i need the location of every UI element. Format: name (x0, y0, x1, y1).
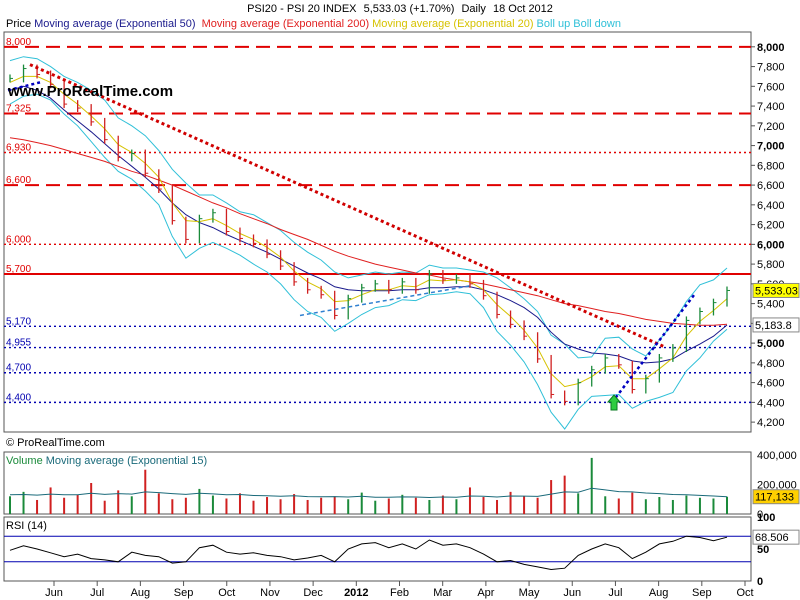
x-tick-label: Oct (218, 587, 235, 599)
x-tick-label: Aug (131, 587, 151, 599)
x-tick-label: Sep (174, 587, 194, 599)
chart-header: PSI20 - PSI 20 INDEX 5,533.03 (+1.70%) D… (0, 3, 800, 15)
level-label: 4,700 (6, 363, 31, 374)
ema50-line (9, 85, 728, 364)
watermark-text: www.ProRealTime.com (7, 83, 173, 100)
volume-tick-label: 200,000 (757, 479, 797, 491)
legend-ema200: Moving average (Exponential 200) (201, 18, 370, 30)
volume-tick-label: 0 (757, 509, 763, 521)
downtrend-line (29, 63, 666, 349)
chart-symbol: PSI20 - PSI 20 INDEX (247, 3, 357, 15)
x-tick-label: Nov (260, 587, 280, 599)
level-label: 5,170 (6, 316, 31, 327)
price-tick-label: 7,400 (757, 101, 785, 113)
chart-date: 18 Oct 2012 (492, 3, 553, 15)
ema200-line (9, 137, 728, 326)
legend-volume: Volume (6, 455, 43, 467)
ema20-line (9, 75, 728, 388)
x-tick-label: Aug (649, 587, 669, 599)
x-tick-label: Feb (390, 587, 409, 599)
price-legend: Price Moving average (Exponential 50) Mov… (6, 18, 624, 30)
volume-badge: 117,133 (755, 492, 794, 504)
rsi-tick-label: 0 (757, 576, 763, 588)
volume-panel-frame (3, 451, 752, 515)
x-tick-label: Jun (45, 587, 63, 599)
rsi-panel-frame (3, 516, 752, 582)
price-tick-label: 8,000 (757, 42, 785, 54)
rsi-tick-label: 50 (757, 544, 769, 556)
price-tick-label: 4,200 (757, 417, 785, 429)
x-tick-label: Apr (477, 587, 494, 599)
price-tick-label: 4,600 (757, 378, 785, 390)
level-label: 4,955 (6, 338, 31, 349)
price-tick-label: 6,200 (757, 220, 785, 232)
x-tick-label: Sep (692, 587, 712, 599)
volume-badge-bg (752, 489, 800, 505)
level-label: 5,700 (6, 264, 31, 275)
level-label: 6,000 (6, 234, 31, 245)
price-panel-frame (3, 31, 752, 433)
legend-ema20: Moving average (Exponential 20) (372, 18, 534, 30)
level-label: 4,400 (6, 392, 31, 403)
level-label: 6,930 (6, 142, 31, 153)
legend-volume-ma: Moving average (Exponential 15) (45, 455, 208, 467)
rsi-tick-label: 100 (757, 512, 775, 524)
rsi-badge: 68.506 (755, 532, 789, 544)
uptrend-line (611, 292, 696, 404)
level-label: 7,325 (6, 103, 31, 114)
volume-legend: Volume Moving average (Exponential 15) (6, 455, 207, 467)
channel-line (299, 285, 471, 317)
price-tick-label: 7,200 (757, 121, 785, 133)
legend-boll: Boll up Boll down (536, 18, 621, 30)
price-tick-label: 4,800 (757, 358, 785, 370)
x-tick-label: May (519, 587, 540, 599)
price-tick-label: 4,400 (757, 397, 785, 409)
price-tick-label: 5,800 (757, 259, 785, 271)
price-tick-label: 5,000 (757, 338, 785, 350)
x-tick-label: Mar (433, 587, 452, 599)
legend-price: Price (6, 18, 32, 30)
rsi-legend: RSI (14) (6, 520, 47, 532)
buy-arrow-icon (606, 394, 622, 411)
level-label: 6,600 (6, 175, 31, 186)
price-tick-label: 6,400 (757, 200, 785, 212)
price-tick-label: 7,600 (757, 81, 785, 93)
x-tick-label: Dec (303, 587, 323, 599)
boll-up-line (9, 56, 728, 359)
level-label: 8,000 (6, 37, 31, 48)
x-tick-label: Jul (90, 587, 104, 599)
boll-down-line (9, 93, 728, 430)
rsi-line (9, 535, 728, 571)
ema-price-badge: 5,183.8 (755, 320, 792, 332)
chart-quote: 5,533.03 (+1.70%) (363, 3, 455, 15)
price-tick-label: 7,800 (757, 62, 785, 74)
price-tick-label: 5,400 (757, 299, 785, 311)
chart-period: Daily (461, 3, 486, 15)
price-tick-label: 7,000 (757, 141, 785, 153)
last-price-badge-bg (752, 282, 800, 298)
ema-price-badge-bg (752, 317, 800, 333)
volume-tick-label: 400,000 (757, 450, 797, 462)
price-tick-label: 6,000 (757, 239, 785, 251)
x-tick-label: Jul (608, 587, 622, 599)
price-tick-label: 6,600 (757, 180, 785, 192)
legend-ema50: Moving average (Exponential 50) (34, 18, 196, 30)
x-tick-label: 2012 (344, 587, 368, 599)
x-tick-label: Oct (736, 587, 753, 599)
copyright-text: © ProRealTime.com (6, 437, 105, 449)
x-tick-label: Jun (563, 587, 581, 599)
volume-ma-line (9, 487, 728, 499)
rsi-badge-bg (752, 529, 800, 545)
last-price-badge: 5,533.03 (755, 285, 798, 297)
price-tick-label: 6,800 (757, 160, 785, 172)
